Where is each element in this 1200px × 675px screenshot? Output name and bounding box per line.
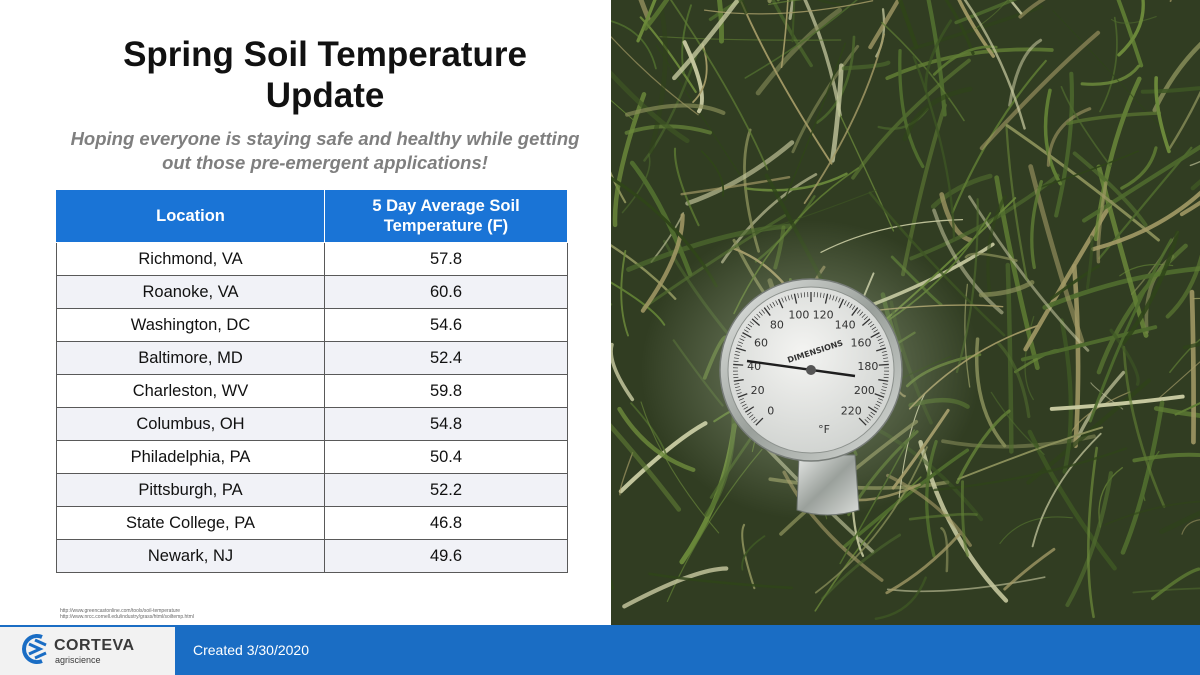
column-header-temperature: 5 Day Average Soil Temperature (F) (324, 189, 568, 243)
slide-title: Spring Soil Temperature Update (123, 35, 527, 115)
thermometer-scale-label: 160 (851, 337, 872, 350)
corteva-logo-subtext: agriscience (55, 655, 101, 665)
location-cell: Washington, DC (56, 308, 325, 342)
location-cell: Newark, NJ (56, 539, 325, 573)
table-row: Columbus, OH 54.8 (56, 407, 568, 441)
source-link[interactable]: http://www.nrcc.cornell.edu/industry/gra… (60, 614, 194, 620)
table-row: Pittsburgh, PA 52.2 (56, 473, 568, 507)
thermometer-scale-label: 120 (813, 308, 834, 321)
temperature-cell: 54.6 (324, 308, 568, 342)
thermometer-scale-label: 20 (751, 384, 765, 397)
table-row: Richmond, VA 57.8 (56, 242, 568, 276)
location-cell: Baltimore, MD (56, 341, 325, 375)
table-row: Newark, NJ 49.6 (56, 539, 568, 573)
location-cell: Columbus, OH (56, 407, 325, 441)
table-row: Baltimore, MD 52.4 (56, 341, 568, 375)
temperature-cell: 59.8 (324, 374, 568, 408)
location-cell: Richmond, VA (56, 242, 325, 276)
temperature-cell: 52.2 (324, 473, 568, 507)
column-header-location: Location (56, 189, 325, 243)
thermometer-scale-label: 140 (835, 318, 856, 331)
thermometer-scale-label: 200 (854, 384, 875, 397)
temperature-cell: 54.8 (324, 407, 568, 441)
table-row: Roanoke, VA 60.6 (56, 275, 568, 309)
thermometer-scale-label: 0 (767, 404, 774, 417)
temperature-cell: 52.4 (324, 341, 568, 375)
corteva-logo-icon (22, 634, 47, 664)
source-links: http://www.greencastonline.com/tools/soi… (60, 608, 194, 620)
footer-divider (0, 625, 1200, 627)
table-row: Philadelphia, PA 50.4 (56, 440, 568, 474)
temperature-cell: 49.6 (324, 539, 568, 573)
thermometer-scale-label: 80 (770, 318, 784, 331)
location-cell: Charleston, WV (56, 374, 325, 408)
thermometer-scale-label: 100 (788, 308, 809, 321)
table-row: Charleston, WV 59.8 (56, 374, 568, 408)
temperature-cell: 57.8 (324, 242, 568, 276)
thermometer-unit: °F (818, 423, 830, 436)
table-row: State College, PA 46.8 (56, 506, 568, 540)
location-cell: Philadelphia, PA (56, 440, 325, 474)
table-row: Washington, DC 54.6 (56, 308, 568, 342)
footer-bar: Created 3/30/2020 (175, 625, 1200, 675)
soil-thermometer-photo: 0 20 40 60 80 100 120 140 160 180 200 220 DIMENSION… (611, 0, 1200, 625)
temperature-cell: 60.6 (324, 275, 568, 309)
temperature-cell: 50.4 (324, 440, 568, 474)
temperature-cell: 46.8 (324, 506, 568, 540)
thermometer-scale-label: 180 (857, 360, 878, 373)
table-header-row: Location 5 Day Average Soil Temperature … (56, 189, 568, 243)
corteva-logo-text: CORTEVA (54, 637, 135, 654)
footer-logo-area: CORTEVA agriscience (0, 625, 175, 675)
slide-subtitle: Hoping everyone is staying safe and heal… (70, 128, 580, 173)
soil-temperature-table: Location 5 Day Average Soil Temperature … (56, 189, 568, 573)
thermometer-scale-label: 60 (754, 337, 768, 350)
created-date: Created 3/30/2020 (193, 642, 309, 658)
thermometer-scale-label: 220 (841, 404, 862, 417)
source-link[interactable]: http://www.greencastonline.com/tools/soi… (60, 608, 181, 614)
location-cell: Pittsburgh, PA (56, 473, 325, 507)
location-cell: Roanoke, VA (56, 275, 325, 309)
location-cell: State College, PA (56, 506, 325, 540)
